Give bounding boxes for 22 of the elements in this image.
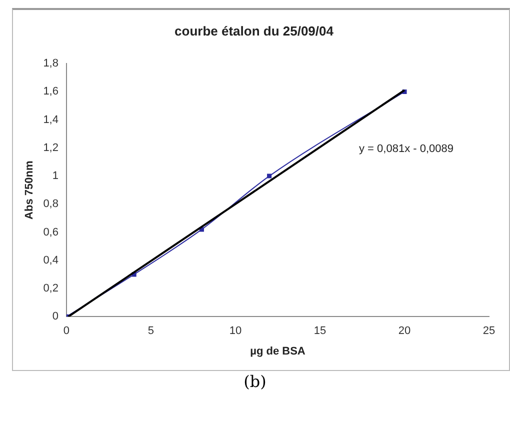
- y-tick-label: 0,8: [43, 198, 58, 210]
- x-tick-label: 5: [148, 325, 154, 338]
- y-tick-label: 0,2: [43, 282, 58, 295]
- y-axis-title: Abs 750nm: [24, 160, 36, 220]
- y-tick-label: 1,6: [43, 86, 58, 98]
- annotation: y = 0,081x - 0,0089: [359, 143, 454, 156]
- y-tick-label: 0: [52, 310, 58, 323]
- x-tick-label: 15: [314, 325, 326, 338]
- y-tick-label: 0,4: [43, 254, 58, 266]
- y-tick-label: 1: [52, 170, 58, 182]
- y-tick-label: 1,2: [43, 142, 58, 154]
- x-tick-label: 10: [229, 325, 242, 338]
- y-tick-label: 1,8: [43, 58, 58, 70]
- x-tick-label: 0: [63, 325, 70, 338]
- y-tick-label: 0,6: [43, 226, 58, 238]
- x-tick-label: 25: [482, 325, 496, 338]
- x-tick-label: 20: [398, 325, 411, 338]
- text: (b): [242, 372, 268, 391]
- chart-title: courbe étalon du 25/09/04: [174, 23, 334, 38]
- point: [267, 174, 272, 178]
- x-axis-title: µg de BSA: [250, 345, 306, 358]
- y-tick-label: 1,4: [43, 114, 58, 126]
